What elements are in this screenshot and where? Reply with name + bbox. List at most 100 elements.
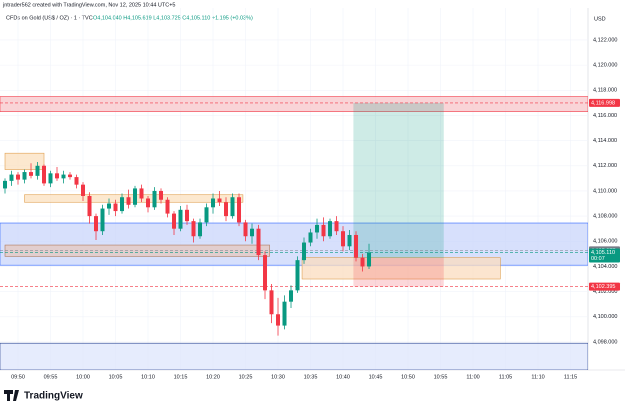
candle-body <box>178 209 183 229</box>
ohlc: O4,104.040 H4,105.619 L4,103.725 C4,105.… <box>93 15 253 21</box>
x-tick-label: 10:15 <box>174 374 188 380</box>
y-tick-label: 4,104.000 <box>593 264 617 270</box>
candle-body <box>360 257 365 267</box>
candle-body <box>302 242 307 261</box>
x-tick-label: 11:10 <box>531 374 544 380</box>
candle-body <box>165 199 170 214</box>
y-tick-label: 4,106.000 <box>593 239 617 245</box>
zone <box>0 342 588 370</box>
candle-body <box>81 184 86 196</box>
y-tick-label: 4,118.000 <box>593 88 617 94</box>
currency: USD <box>594 16 606 22</box>
candle-body <box>113 203 118 212</box>
plot <box>0 8 588 370</box>
candle-body <box>328 221 333 237</box>
zone <box>0 96 588 112</box>
candle-body <box>126 197 131 205</box>
countdown: 00:07 <box>591 256 605 262</box>
y-tick-label: 4,100.000 <box>593 314 617 320</box>
x-tick-label: 09:55 <box>44 374 58 380</box>
logo: TradingView <box>4 390 83 402</box>
candle-body <box>68 174 73 178</box>
candle-body <box>3 180 8 189</box>
y-tick-label: 4,116.000 <box>593 113 617 119</box>
price-label: 4,116.998 <box>591 100 615 106</box>
zone <box>4 244 270 257</box>
candle-body <box>367 252 372 267</box>
x-tick-label: 10:40 <box>336 374 350 380</box>
candle-body <box>321 224 326 237</box>
candle-body <box>276 314 281 326</box>
stop-area <box>353 258 444 287</box>
x-tick-label: 10:25 <box>239 374 253 380</box>
x-tick-label: 10:10 <box>141 374 155 380</box>
candle-body <box>334 221 339 232</box>
candle-body <box>243 222 248 237</box>
candle-body <box>61 174 66 179</box>
candle-body <box>198 222 203 237</box>
candle-body <box>217 198 222 203</box>
x-tick-label: 11:05 <box>499 374 512 380</box>
candle-body <box>230 197 235 217</box>
candle-body <box>308 232 313 243</box>
logo-icon <box>4 390 19 401</box>
candle-body <box>341 231 346 247</box>
candle-body <box>315 224 320 233</box>
candle-body <box>256 228 261 256</box>
candle-body <box>159 190 164 200</box>
candle-body <box>211 198 216 208</box>
candle-body <box>237 197 242 223</box>
candle-body <box>9 174 14 181</box>
candle-body <box>152 190 157 208</box>
x-tick-label: 10:35 <box>304 374 318 380</box>
y-tick-label: 4,098.000 <box>593 339 617 345</box>
candle-body <box>35 165 40 176</box>
candle-body <box>347 234 352 247</box>
candle-body <box>289 290 294 302</box>
candle-body <box>354 234 359 258</box>
candle-body <box>87 195 92 217</box>
x-tick-label: 10:45 <box>369 374 383 380</box>
x-tick-label: 10:05 <box>109 374 123 380</box>
x-tick-label: 10:55 <box>434 374 448 380</box>
candle-body <box>263 255 268 291</box>
y-tick-label: 4,114.000 <box>593 138 617 144</box>
candle-body <box>55 173 60 179</box>
zone <box>301 257 501 280</box>
y-tick-label: 4,102.000 <box>593 289 617 295</box>
y-tick-label: 4,122.000 <box>593 37 617 43</box>
candle-body <box>16 174 21 180</box>
candle-body <box>172 213 177 229</box>
candle-body <box>29 172 34 176</box>
candle-body <box>204 207 209 223</box>
y-tick-label: 4,120.000 <box>593 63 617 69</box>
candle-body <box>191 221 196 237</box>
candle-body <box>146 198 151 208</box>
candle-body <box>94 216 99 232</box>
x-tick-label: 11:15 <box>564 374 577 380</box>
x-tick-label: 10:00 <box>76 374 90 380</box>
candle-body <box>185 209 190 222</box>
candle-body <box>100 208 105 232</box>
candle-body <box>42 165 47 184</box>
candle-body <box>282 301 287 326</box>
x-tick-label: 11:00 <box>466 374 479 380</box>
logo-text: TradingView <box>24 391 83 402</box>
candle-body <box>295 260 300 291</box>
candle-body <box>139 188 144 199</box>
target-area <box>353 102 444 259</box>
axes: 4,098.000 4,100.000 4,102.000 4,104.000 4,10… <box>11 37 620 380</box>
x-tick-label: 10:20 <box>206 374 220 380</box>
x-tick-label: 09:50 <box>11 374 25 380</box>
y-tick-label: 4,112.000 <box>593 163 617 169</box>
candle-body <box>107 203 112 209</box>
candle-body <box>250 228 255 237</box>
price-label-box <box>589 98 620 107</box>
candle-body <box>269 290 274 315</box>
candle-body <box>74 177 79 185</box>
y-tick-label: 4,108.000 <box>593 214 617 220</box>
x-tick-label: 10:30 <box>271 374 285 380</box>
candle-body <box>120 197 125 212</box>
